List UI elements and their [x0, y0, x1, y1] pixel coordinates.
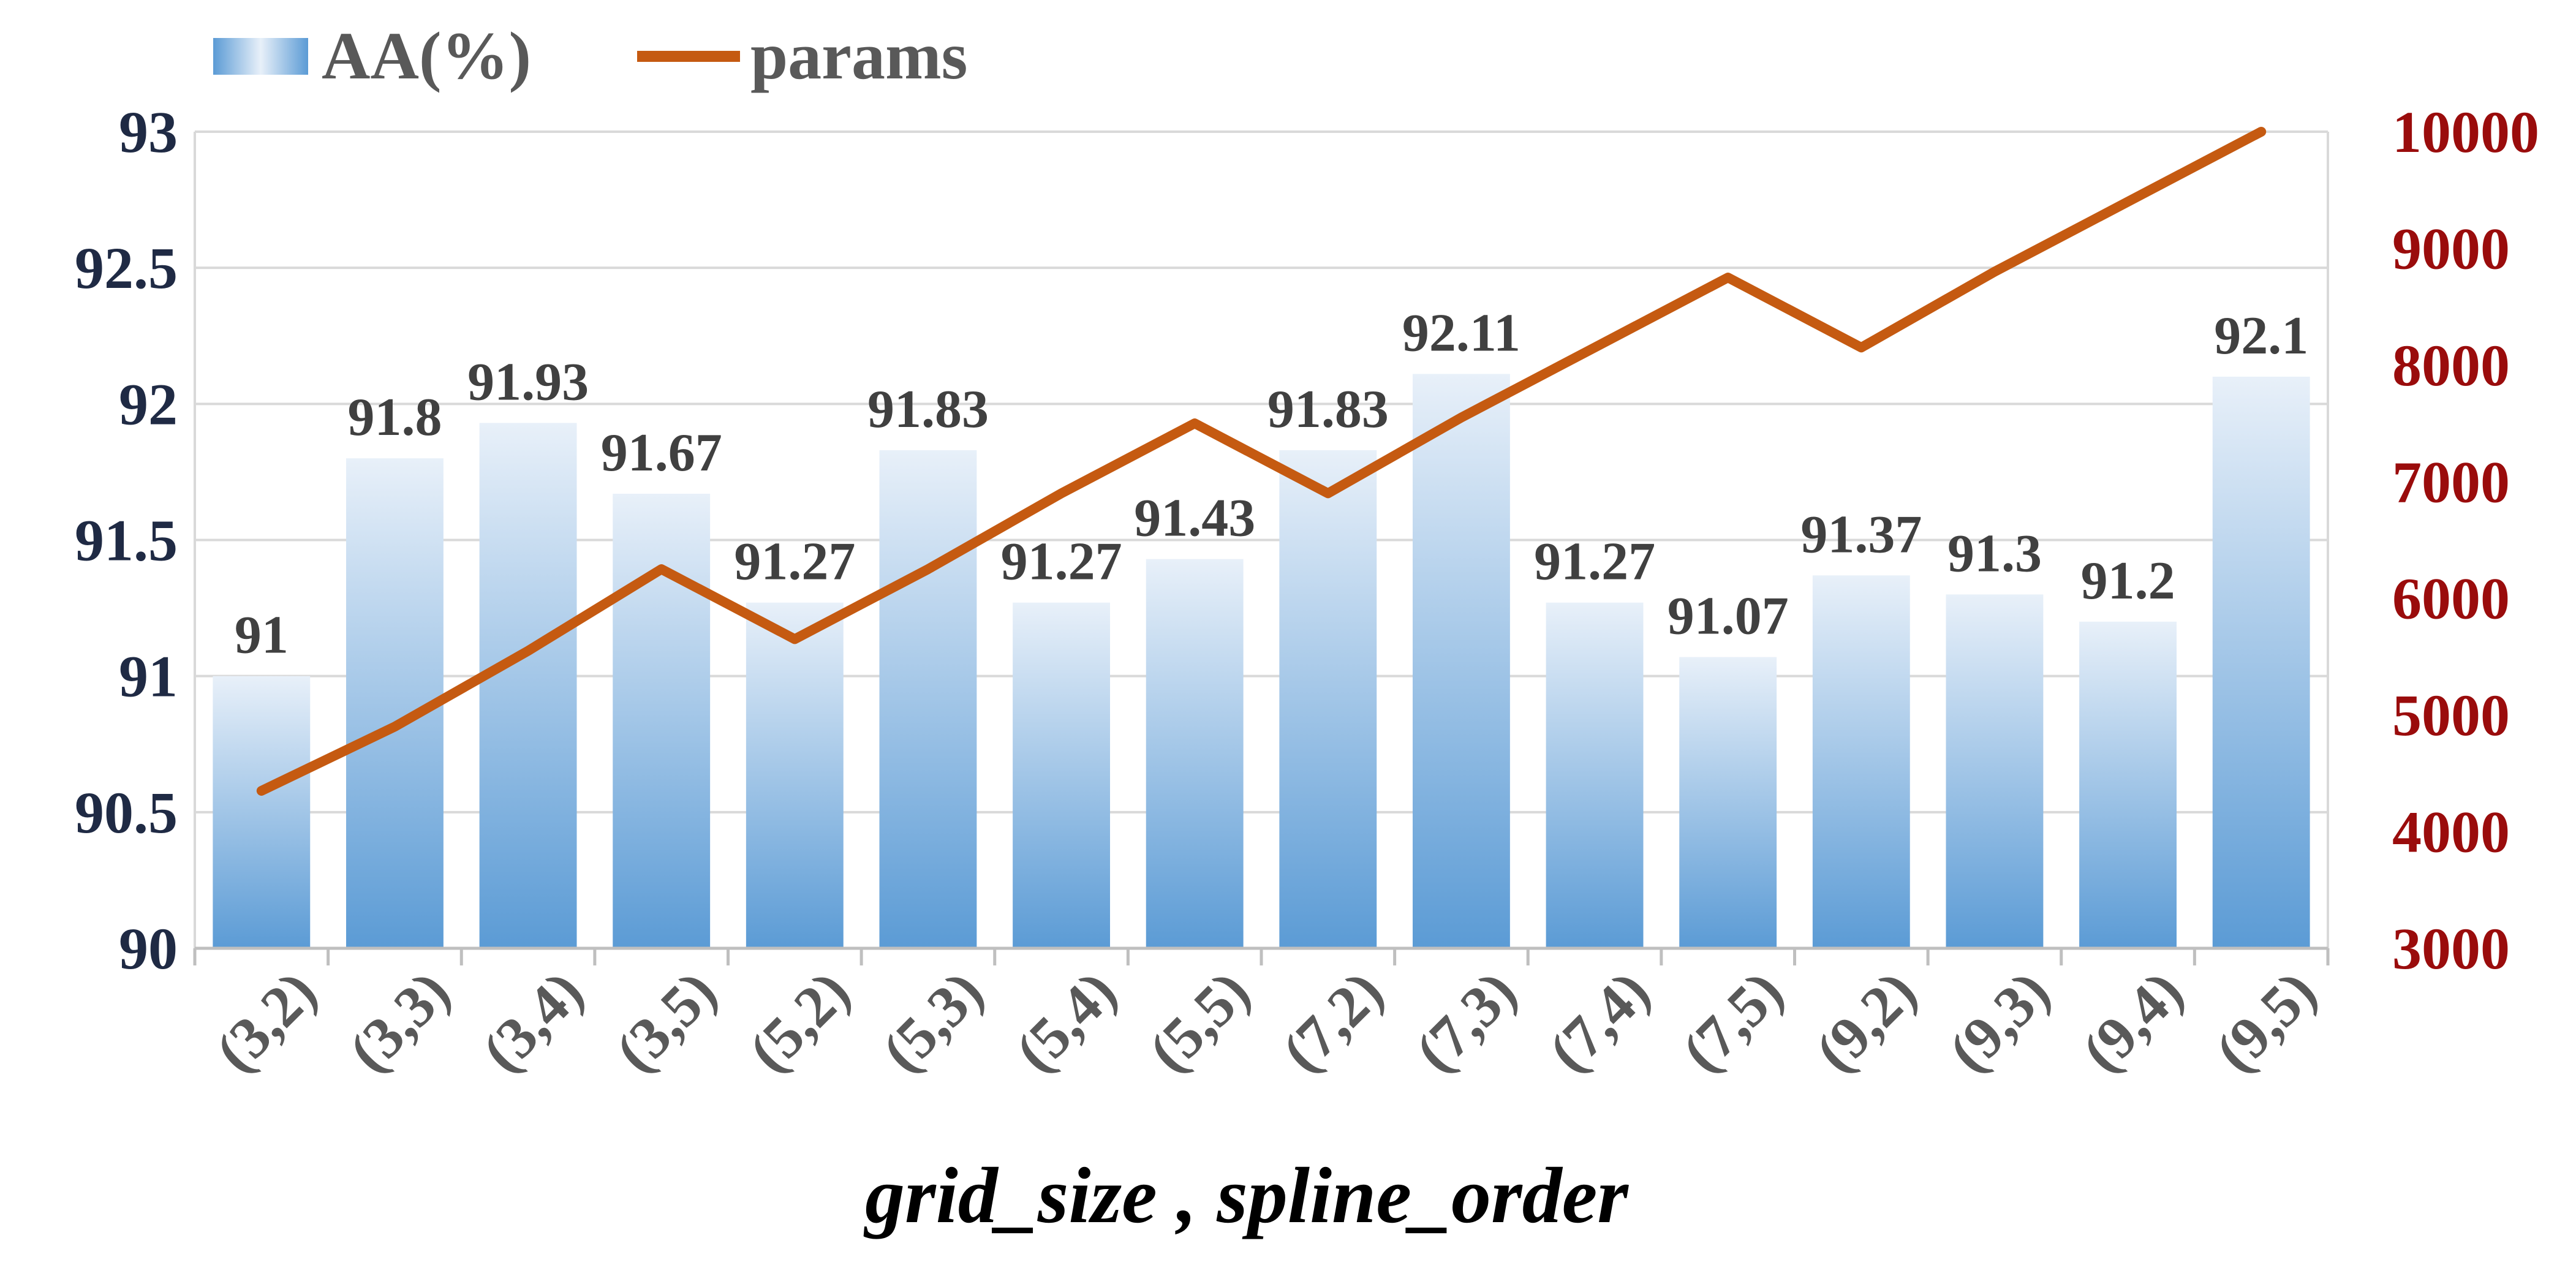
- bars: [213, 374, 2310, 948]
- x-tick-label: (7,2): [1269, 958, 1396, 1084]
- bar: [1413, 374, 1510, 948]
- data-label: 92.1: [2214, 306, 2308, 366]
- bar: [479, 423, 577, 948]
- data-label: 91.83: [867, 380, 989, 439]
- x-tick-label: (7,5): [1669, 958, 1796, 1084]
- y-left-tick-label: 93: [119, 99, 178, 165]
- y-right-tick-label: 5000: [2392, 682, 2510, 748]
- x-axis: (3,2) (3,3) (3,4) (3,5) (5,2) (5,3) (5,4) (5,5)…: [193, 946, 2330, 1084]
- x-tick-label: (9,5): [2202, 958, 2329, 1084]
- data-label: 91.07: [1668, 587, 1789, 646]
- y-right-tick-label: 10000: [2392, 99, 2539, 165]
- x-tick-label: (9,2): [1802, 958, 1928, 1084]
- data-label: 91.3: [1947, 524, 2042, 583]
- legend-label-aa: AA(%): [322, 18, 531, 93]
- x-tick-label: (9,3): [1936, 958, 2062, 1084]
- data-label: 91.37: [1800, 505, 1922, 564]
- legend-swatch-aa: [213, 38, 308, 75]
- y-left-tick-label: 90: [119, 916, 178, 981]
- y-left-tick-label: 92.5: [75, 235, 178, 301]
- data-label: 91.27: [734, 532, 855, 592]
- y-right-tick-label: 4000: [2392, 799, 2510, 865]
- x-tick-label: (3,3): [336, 958, 463, 1084]
- y-right-tick-label: 3000: [2392, 916, 2510, 981]
- x-tick-label: (3,5): [603, 958, 729, 1084]
- bar: [2079, 621, 2177, 948]
- data-label: 91.2: [2081, 551, 2175, 611]
- y-right-tick-label: 8000: [2392, 333, 2510, 398]
- legend: AA(%) params: [213, 18, 967, 93]
- bar: [1279, 450, 1377, 948]
- y-right-tick-label: 9000: [2392, 216, 2510, 281]
- y-left-tick-label: 90.5: [75, 780, 178, 845]
- y-left-tick-label: 91.5: [75, 508, 178, 573]
- legend-label-params: params: [750, 18, 967, 93]
- x-tick-label: (5,3): [869, 958, 995, 1084]
- bar: [746, 602, 844, 948]
- y-left-tick-label: 91: [119, 644, 178, 709]
- x-tick-label: (5,4): [1003, 958, 1129, 1084]
- data-label: 91.8: [347, 388, 442, 447]
- data-label: 91.93: [467, 352, 589, 412]
- left-axis: 90 90.5 91 91.5 92 92.5 93: [75, 99, 178, 981]
- y-right-tick-label: 7000: [2392, 449, 2510, 515]
- params-line-group: [256, 127, 2267, 796]
- y-right-tick-label: 6000: [2392, 566, 2510, 632]
- data-label: 91.67: [601, 423, 722, 483]
- bar: [879, 450, 977, 948]
- bar: [613, 493, 711, 948]
- params-line: [256, 127, 2267, 796]
- x-tick-label: (7,4): [1536, 958, 1662, 1084]
- data-label: 92.11: [1402, 303, 1520, 363]
- x-axis-title: grid_size , spline_order: [863, 1152, 1629, 1240]
- bar: [213, 676, 311, 948]
- x-tick-label: (3,2): [203, 958, 329, 1084]
- x-tick-label: (5,2): [736, 958, 862, 1084]
- data-label: 91.27: [1534, 532, 1655, 592]
- bar: [1679, 657, 1777, 948]
- x-tick-label: (5,5): [1136, 958, 1262, 1084]
- data-labels: 9191.891.9391.6791.2791.8391.2791.4391.8…: [235, 303, 2308, 665]
- right-axis: 3000 4000 5000 6000 7000 8000 9000 10000: [2392, 99, 2539, 981]
- x-tick-label: (7,3): [1403, 958, 1529, 1084]
- bar: [2212, 376, 2310, 948]
- bar: [1946, 594, 2044, 948]
- data-label: 91.43: [1134, 489, 1255, 548]
- y-left-tick-label: 92: [119, 371, 178, 437]
- data-label: 91: [235, 606, 289, 665]
- data-label: 91.27: [1001, 532, 1122, 592]
- bar: [1013, 602, 1110, 948]
- bar: [1546, 602, 1644, 948]
- bar: [1146, 559, 1244, 948]
- bar: [1812, 575, 1910, 948]
- x-tick-label: (3,4): [469, 958, 595, 1084]
- data-label: 91.83: [1267, 380, 1389, 439]
- x-tick-label: (9,4): [2069, 958, 2196, 1084]
